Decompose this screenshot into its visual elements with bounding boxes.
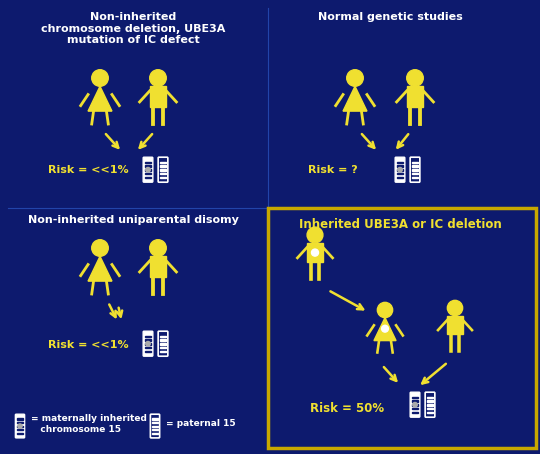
FancyBboxPatch shape (158, 157, 168, 182)
FancyBboxPatch shape (395, 157, 405, 182)
Bar (160, 165, 166, 167)
Bar (145, 340, 151, 341)
Polygon shape (374, 318, 396, 340)
Bar (160, 173, 166, 174)
Bar (152, 429, 158, 430)
Circle shape (382, 326, 388, 332)
Polygon shape (88, 256, 112, 281)
Bar (412, 177, 418, 178)
Circle shape (18, 424, 22, 428)
Text: Inherited UBE3A or IC deletion: Inherited UBE3A or IC deletion (299, 218, 501, 231)
Bar (268, 208, 536, 448)
Polygon shape (88, 86, 112, 111)
Bar (412, 404, 418, 405)
Circle shape (146, 168, 150, 172)
Bar (150, 256, 166, 276)
Circle shape (150, 240, 166, 256)
Circle shape (407, 70, 423, 86)
Bar (145, 165, 151, 167)
Bar (412, 397, 418, 398)
Bar (160, 177, 166, 178)
Text: Normal genetic studies: Normal genetic studies (318, 12, 462, 22)
Bar (160, 162, 166, 163)
Bar (412, 173, 418, 174)
Circle shape (312, 249, 319, 256)
Circle shape (307, 227, 323, 243)
Text: Non-inherited uniparental disomy: Non-inherited uniparental disomy (28, 215, 239, 225)
Bar (145, 169, 151, 171)
Text: Non-inherited
chromosome deletion, UBE3A
mutation of IC defect: Non-inherited chromosome deletion, UBE3A… (41, 12, 225, 45)
Bar (160, 343, 166, 345)
Circle shape (146, 341, 150, 346)
Bar (160, 340, 166, 341)
Bar (17, 425, 23, 427)
Bar (17, 422, 23, 423)
Text: Risk = 50%: Risk = 50% (310, 401, 384, 415)
Bar (427, 408, 433, 410)
Bar (407, 86, 423, 107)
Circle shape (92, 70, 109, 86)
Circle shape (413, 402, 417, 407)
Bar (427, 404, 433, 405)
Circle shape (150, 70, 166, 86)
Bar (145, 336, 151, 337)
Bar (160, 351, 166, 352)
Bar (150, 86, 166, 107)
Text: = maternally inherited
   chromosome 15: = maternally inherited chromosome 15 (31, 415, 147, 434)
Bar (145, 347, 151, 348)
FancyBboxPatch shape (410, 392, 420, 417)
FancyBboxPatch shape (15, 414, 25, 438)
Circle shape (447, 301, 463, 316)
Text: Risk = <<1%: Risk = <<1% (48, 340, 129, 350)
Polygon shape (343, 86, 367, 111)
Circle shape (347, 70, 363, 86)
FancyBboxPatch shape (158, 331, 168, 356)
Bar (397, 173, 403, 174)
FancyBboxPatch shape (143, 157, 153, 182)
Bar (397, 169, 403, 171)
Bar (152, 425, 158, 427)
Bar (412, 169, 418, 171)
Bar (397, 162, 403, 163)
Bar (160, 336, 166, 337)
Bar (17, 429, 23, 430)
Bar (145, 162, 151, 163)
Circle shape (92, 240, 109, 256)
Bar (152, 433, 158, 434)
Bar (160, 347, 166, 348)
Bar (412, 412, 418, 413)
Circle shape (398, 168, 402, 172)
Bar (17, 433, 23, 434)
Bar (160, 169, 166, 171)
Text: = paternal 15: = paternal 15 (166, 419, 235, 429)
FancyBboxPatch shape (410, 157, 420, 182)
Bar (427, 412, 433, 413)
Circle shape (377, 302, 393, 318)
Bar (412, 162, 418, 163)
Bar (447, 316, 463, 334)
Bar (397, 177, 403, 178)
Bar (427, 400, 433, 402)
FancyBboxPatch shape (143, 331, 153, 356)
Text: Risk = ?: Risk = ? (308, 165, 357, 175)
Bar (412, 408, 418, 410)
Text: Risk = <<1%: Risk = <<1% (48, 165, 129, 175)
Bar (427, 397, 433, 398)
Bar (145, 173, 151, 174)
Bar (152, 422, 158, 423)
Bar (412, 165, 418, 167)
Bar (412, 400, 418, 402)
Bar (307, 243, 323, 262)
Bar (145, 343, 151, 345)
Bar (145, 177, 151, 178)
FancyBboxPatch shape (425, 392, 435, 417)
Bar (397, 165, 403, 167)
Bar (145, 351, 151, 352)
FancyBboxPatch shape (150, 414, 160, 438)
